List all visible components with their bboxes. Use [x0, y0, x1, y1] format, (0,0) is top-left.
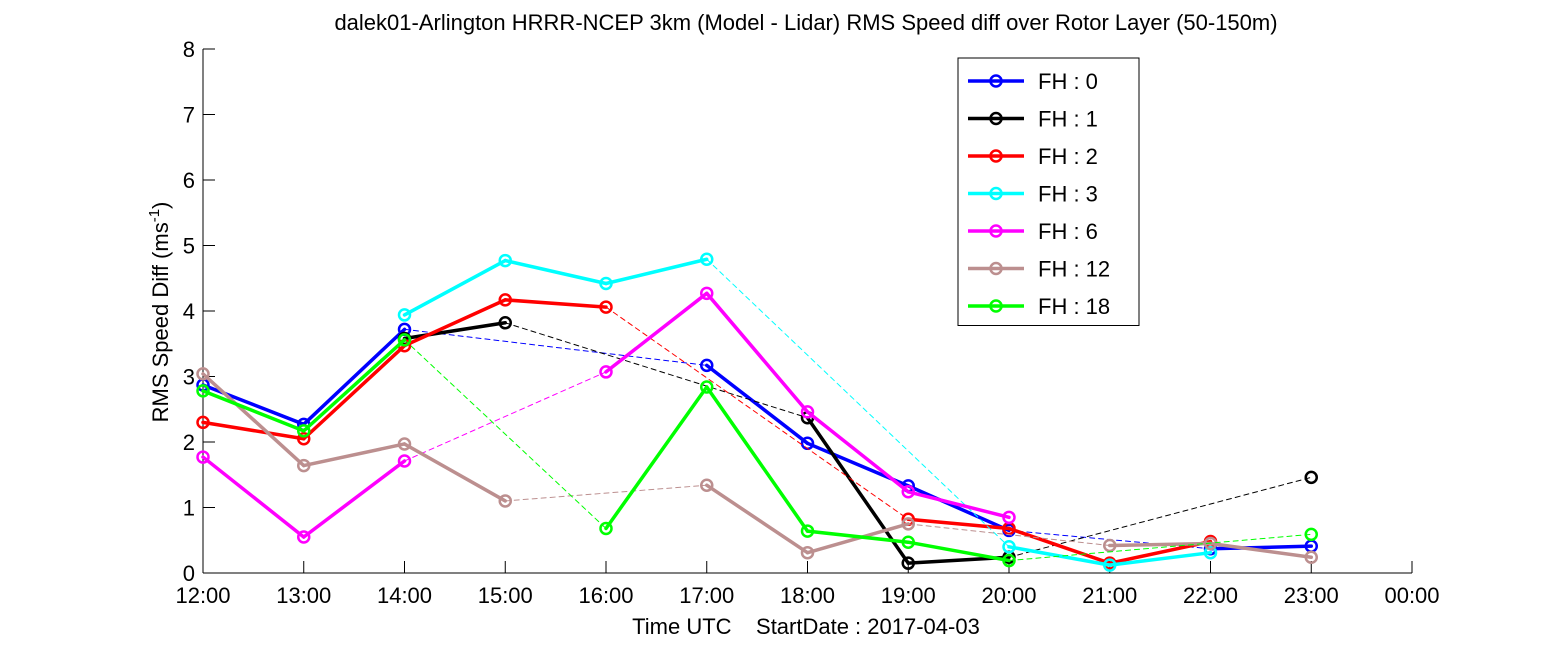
figure: dalek01-Arlington HRRR-NCEP 3km (Model -… — [0, 0, 1559, 656]
x-tick-label: 21:00 — [1082, 583, 1137, 608]
series-segment — [203, 457, 304, 537]
series-segment — [606, 293, 707, 372]
series-segment — [1009, 547, 1110, 565]
series-segment — [808, 412, 909, 492]
legend-label: FH : 0 — [1038, 69, 1098, 94]
y-tick-label: 7 — [183, 103, 195, 128]
series-segment — [707, 293, 808, 412]
series-segment — [304, 329, 405, 424]
x-tick-label: 18:00 — [780, 583, 835, 608]
y-axis-label-main: RMS Speed Diff (ms — [148, 222, 173, 422]
series-7 — [198, 334, 1317, 566]
legend: FH : 0 FH : 1 FH : 2 FH : 3 FH : 6 FH : 12 FH … — [958, 58, 1139, 326]
series-segment — [405, 444, 506, 501]
x-axis-label: Time UTC StartDate : 2017-04-03 — [632, 614, 980, 639]
series-segment — [707, 485, 808, 552]
rms-speed-diff-chart: dalek01-Arlington HRRR-NCEP 3km (Model -… — [0, 0, 1559, 656]
y-axis-label: RMS Speed Diff (ms-1) — [146, 202, 173, 423]
y-tick-label: 8 — [183, 37, 195, 62]
x-tick-label: 15:00 — [478, 583, 533, 608]
legend-label: FH : 12 — [1038, 257, 1110, 282]
series-segment — [304, 444, 405, 466]
x-tick-labels: 12:00 13:00 14:00 15:00 16:00 17:00 18:00 19:00… — [175, 561, 1439, 608]
series-segment — [707, 387, 808, 531]
series-segment — [808, 531, 909, 542]
series-6 — [198, 368, 1317, 562]
series-segment — [707, 365, 808, 443]
legend-label: FH : 3 — [1038, 182, 1098, 207]
axes — [203, 49, 1412, 573]
chart-title: dalek01-Arlington HRRR-NCEP 3km (Model -… — [334, 10, 1277, 35]
series-gap-segment — [606, 307, 908, 519]
series-segment — [304, 461, 405, 537]
series-lines — [198, 254, 1317, 571]
series-segment — [505, 300, 606, 307]
series-segment — [405, 323, 506, 339]
x-tick-label: 13:00 — [276, 583, 331, 608]
x-tick-label: 16:00 — [578, 583, 633, 608]
x-tick-label: 17:00 — [679, 583, 734, 608]
y-tick-label: 4 — [183, 299, 195, 324]
x-tick-label: 12:00 — [175, 583, 230, 608]
series-segment — [1110, 544, 1211, 546]
x-tick-label: 19:00 — [881, 583, 936, 608]
y-axis-label-close: ) — [148, 202, 173, 209]
legend-label: FH : 18 — [1038, 294, 1110, 319]
y-tick-label: 5 — [183, 234, 195, 259]
series-3 — [198, 294, 1217, 568]
x-tick-label: 22:00 — [1183, 583, 1238, 608]
y-tick-label: 6 — [183, 168, 195, 193]
x-tick-label: 00:00 — [1384, 583, 1439, 608]
series-segment — [505, 261, 606, 284]
legend-label: FH : 6 — [1038, 219, 1098, 244]
series-segment — [908, 492, 1009, 518]
y-tick-label: 0 — [183, 561, 195, 586]
series-gap-segment — [405, 329, 707, 365]
x-tick-label: 14:00 — [377, 583, 432, 608]
series-gap-segment — [405, 372, 607, 461]
series-segment — [1009, 528, 1110, 563]
legend-label: FH : 1 — [1038, 107, 1098, 132]
y-tick-label: 3 — [183, 365, 195, 390]
series-gap-segment — [505, 485, 707, 501]
y-axis-label-unit-exponent: -1 — [146, 209, 163, 222]
x-tick-label: 20:00 — [981, 583, 1036, 608]
x-tick-label: 23:00 — [1284, 583, 1339, 608]
y-tick-labels: 0 1 2 3 4 5 6 7 8 — [183, 37, 215, 586]
y-tick-label: 2 — [183, 430, 195, 455]
series-segment — [304, 346, 405, 439]
series-segment — [606, 259, 707, 283]
y-tick-label: 1 — [183, 496, 195, 521]
legend-label: FH : 2 — [1038, 144, 1098, 169]
series-segment — [606, 387, 707, 528]
series-segment — [304, 340, 405, 431]
series-gap-segment — [505, 323, 807, 418]
series-2 — [399, 317, 1317, 568]
series-segment — [908, 542, 1009, 560]
